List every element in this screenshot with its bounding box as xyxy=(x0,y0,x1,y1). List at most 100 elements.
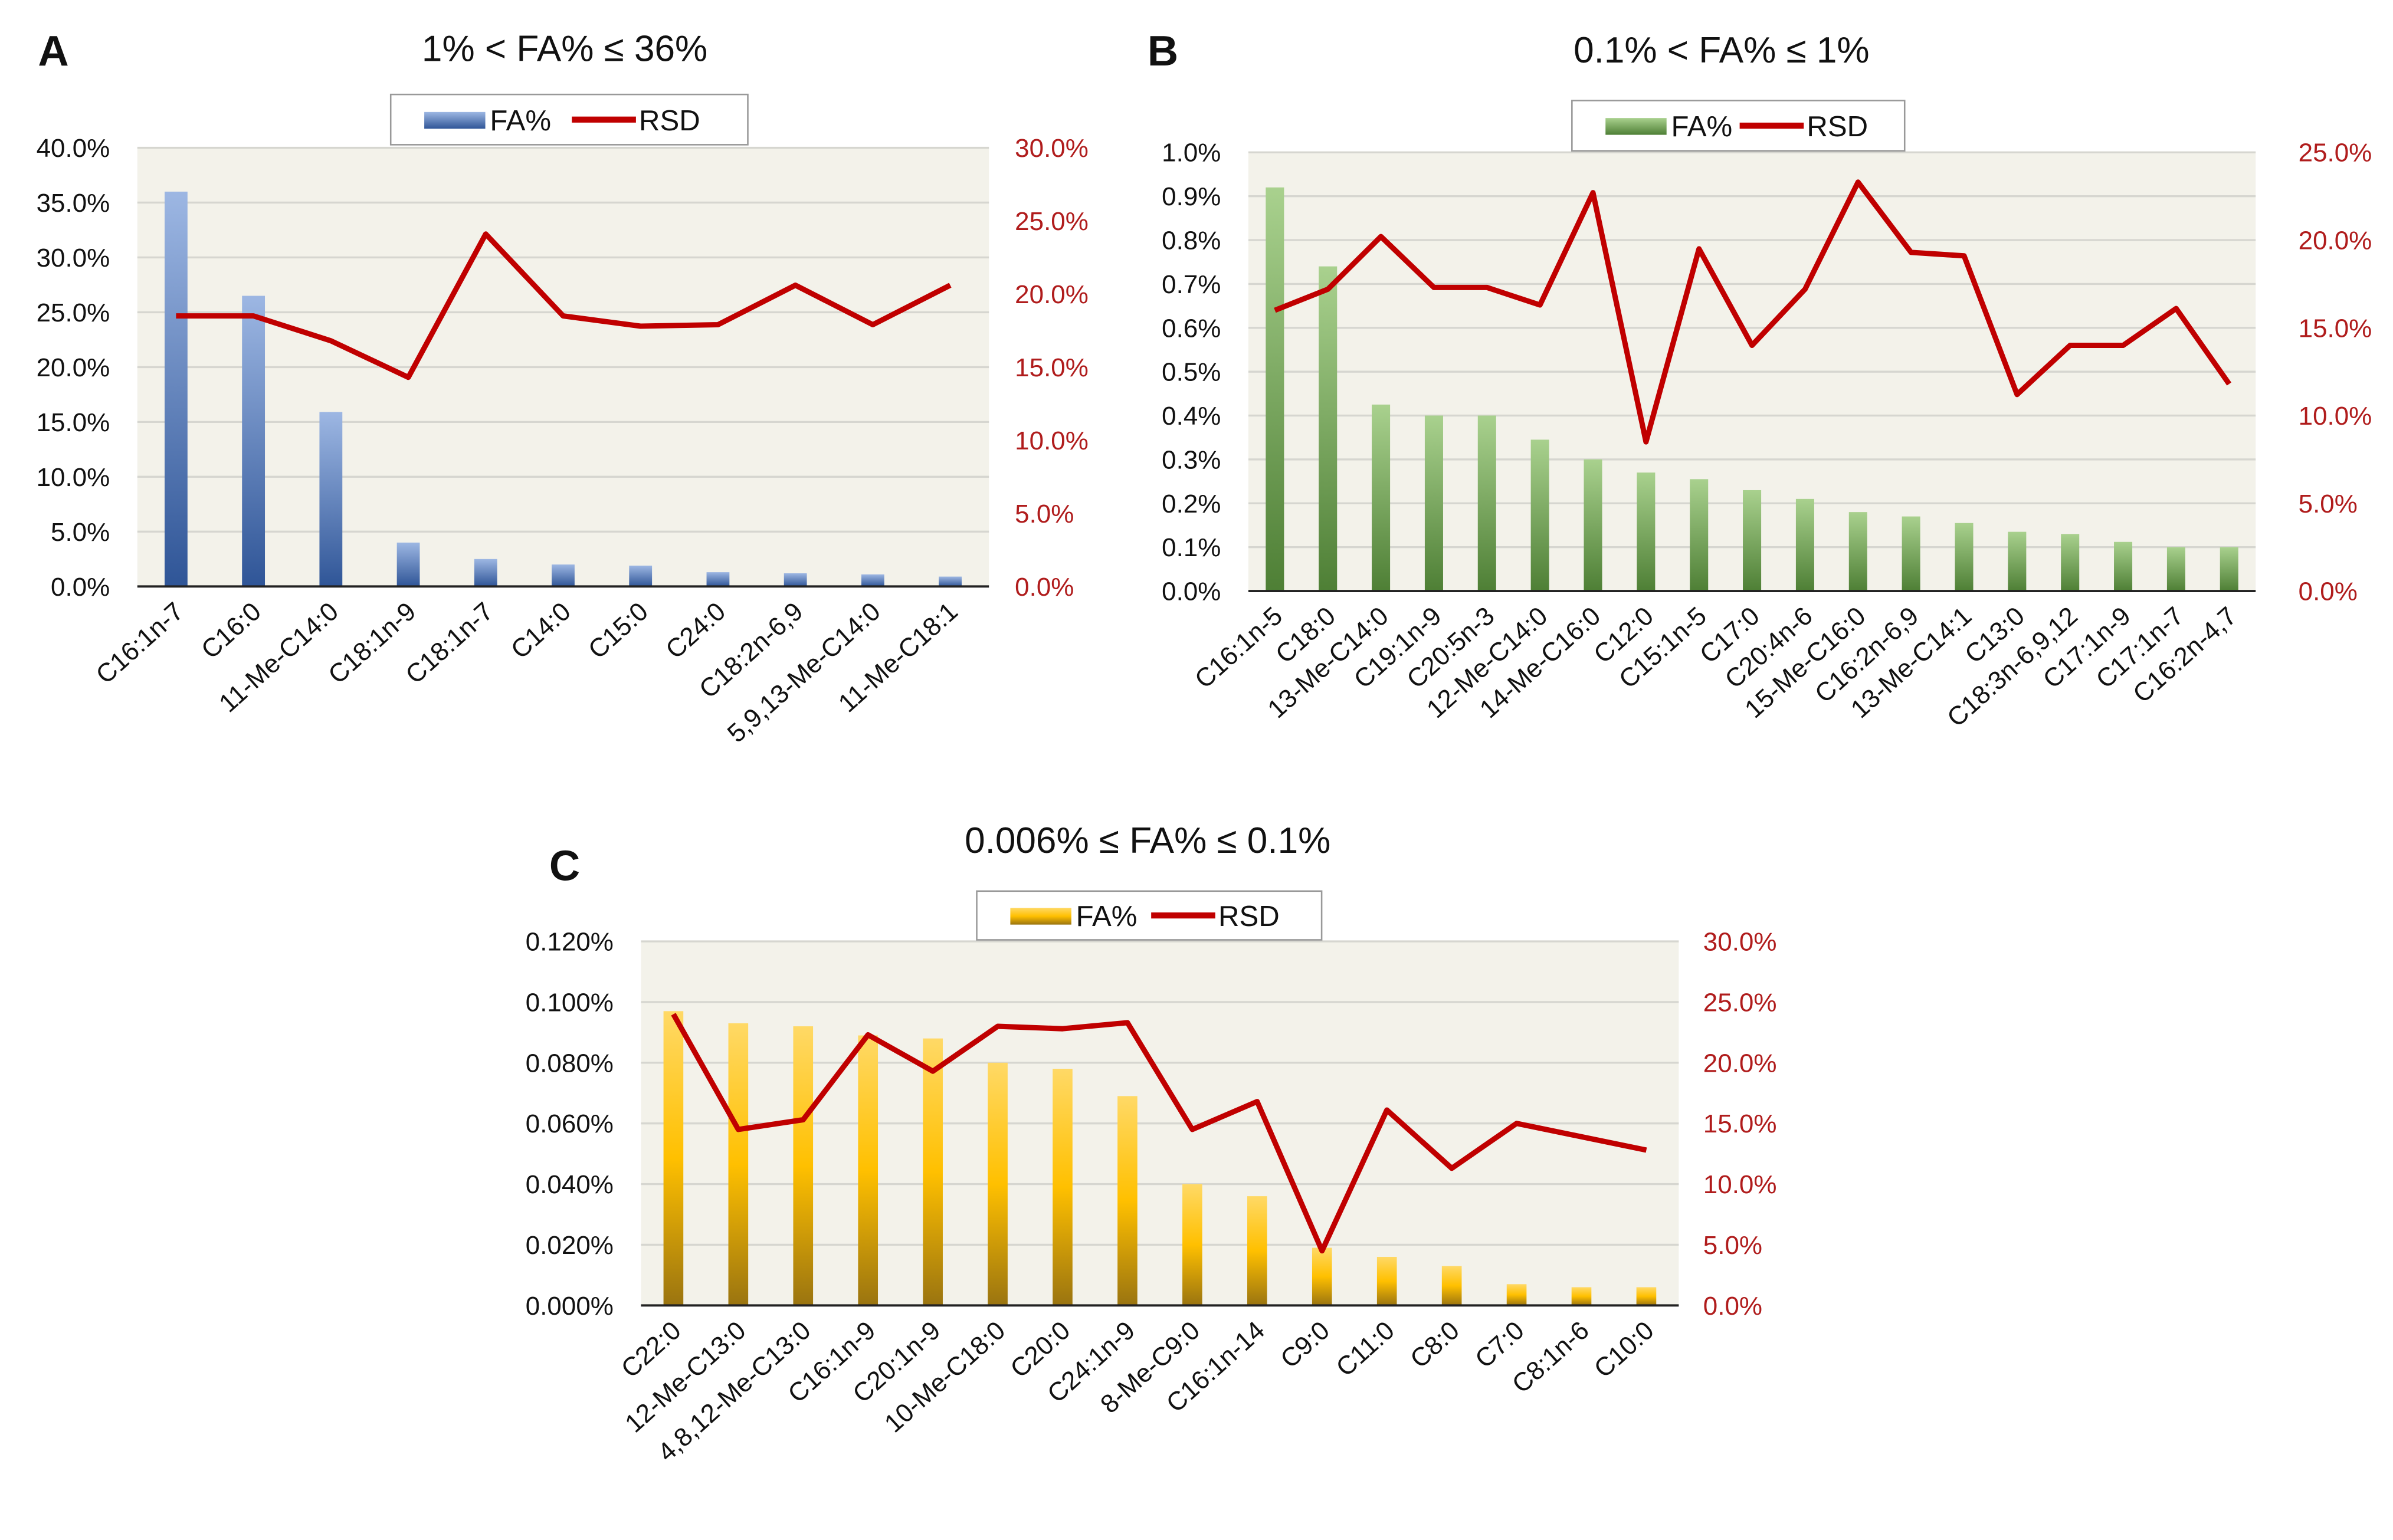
rsd-point xyxy=(717,324,719,325)
y2-tick-label: 20.0% xyxy=(2299,226,2372,255)
rsd-point xyxy=(1451,1168,1452,1169)
bar-fa xyxy=(1795,498,1814,592)
x-tick-label: C14:0 xyxy=(506,597,576,665)
y-tick-label: 5.0% xyxy=(51,518,110,547)
panel-letter: C xyxy=(549,842,580,890)
bar-fa xyxy=(2166,547,2185,592)
x-tick-label: C10:0 xyxy=(1589,1316,1660,1384)
y-tick-label: 0.040% xyxy=(526,1170,614,1199)
y2-tick-label: 15.0% xyxy=(1015,353,1089,382)
chart-panel-c: C 0.006% ≤ FA% ≤ 0.1% 0.000% 0.020% 0.040% 0.… xyxy=(526,820,1777,1467)
bar-fa xyxy=(923,1038,943,1306)
y2-tick-label: 10.0% xyxy=(1703,1170,1777,1199)
x-tick-label: C15:0 xyxy=(583,597,654,665)
bar-fa xyxy=(2220,547,2238,592)
x-tick-label: C16:0 xyxy=(196,597,267,665)
rsd-point xyxy=(1327,289,1328,290)
legend-swatch-fa xyxy=(1010,908,1071,925)
bar-fa xyxy=(1584,459,1602,592)
legend: FA% RSD xyxy=(389,93,749,146)
bar-fa xyxy=(1312,1247,1332,1306)
bar-fa xyxy=(861,574,884,587)
y2-tick-label: 30.0% xyxy=(1703,928,1777,957)
rsd-point xyxy=(1386,1109,1387,1111)
bar-fa xyxy=(2114,541,2133,592)
y-tick-label: 0.0% xyxy=(51,573,110,602)
y-tick-label: 1.0% xyxy=(1162,139,1221,168)
bar-fa xyxy=(728,1023,749,1306)
y2-tick-label: 5.0% xyxy=(1703,1231,1762,1260)
bar-fa xyxy=(706,572,730,587)
y2-tick-label: 25.0% xyxy=(2299,139,2372,168)
y-tick-label: 0.9% xyxy=(1162,182,1221,211)
y2-tick-label: 0.0% xyxy=(1703,1292,1762,1321)
rsd-point xyxy=(1516,1123,1517,1124)
y2-tick-label: 20.0% xyxy=(1015,280,1089,309)
x-tick-label: C11:0 xyxy=(1330,1316,1400,1383)
bar-fa xyxy=(1637,472,1656,592)
bar-fa xyxy=(1848,512,1867,592)
rsd-point xyxy=(2229,383,2230,385)
rsd-point xyxy=(738,1129,739,1130)
bar-fa xyxy=(793,1026,814,1306)
y-tick-label: 0.060% xyxy=(526,1109,614,1138)
rsd-point xyxy=(1274,310,1276,311)
rsd-point xyxy=(1910,252,1912,253)
bar-fa xyxy=(552,564,575,587)
chart-title: 0.1% < FA% ≤ 1% xyxy=(1574,30,1870,71)
bar-fa xyxy=(319,412,343,587)
bar-fa xyxy=(988,1062,1008,1306)
y-tick-label: 20.0% xyxy=(37,353,110,382)
bar-fa xyxy=(2061,534,2080,592)
bar-fa xyxy=(1266,187,1284,592)
legend-label-fa: FA% xyxy=(1671,111,1732,143)
y2-tick-label: 5.0% xyxy=(2299,490,2358,518)
x-tick-label: C16:1n-7 xyxy=(90,597,189,689)
chart-title: 1% < FA% ≤ 36% xyxy=(422,28,707,69)
rsd-point xyxy=(803,1119,804,1120)
bar-fa xyxy=(1477,415,1496,592)
y2-tick-label: 25.0% xyxy=(1015,207,1089,236)
y-tick-label: 0.120% xyxy=(526,928,614,957)
bar-fa xyxy=(1530,439,1549,592)
y-tick-label: 0.8% xyxy=(1162,226,1221,255)
x-tick-label: C24:0 xyxy=(660,597,731,665)
y-tick-label: 0.000% xyxy=(526,1292,614,1321)
y-tick-label: 0.5% xyxy=(1162,358,1221,387)
bar-fa xyxy=(1319,266,1338,592)
y-tick-label: 0.7% xyxy=(1162,270,1221,299)
bar-fa xyxy=(1690,479,1709,592)
panel-letter: A xyxy=(38,27,68,75)
rsd-point xyxy=(1257,1101,1258,1102)
y-tick-label: 0.4% xyxy=(1162,402,1221,431)
y2-tick-label: 5.0% xyxy=(1015,500,1074,528)
bar-fa xyxy=(784,573,807,587)
y2-tick-label: 10.0% xyxy=(1015,426,1089,455)
panel-letter: B xyxy=(1148,27,1178,75)
bar-fa xyxy=(858,1035,878,1306)
rsd-point xyxy=(1646,1150,1647,1151)
legend-label-rsd: RSD xyxy=(1218,901,1280,932)
bar-fa xyxy=(1571,1287,1592,1306)
bar-fa xyxy=(396,542,420,587)
bar-fa xyxy=(1247,1196,1267,1306)
rsd-point xyxy=(1963,255,1965,257)
legend-label-rsd: RSD xyxy=(639,105,700,137)
y-tick-label: 0.1% xyxy=(1162,533,1221,562)
bar-fa xyxy=(1117,1096,1138,1306)
y2-tick-label: 20.0% xyxy=(1703,1049,1777,1078)
bar-fa xyxy=(1636,1287,1657,1306)
chart-panel-b: B 0.1% < FA% ≤ 1% 0.0% 0.1% 0.2% 0.3% 0.4% 0.5%… xyxy=(1148,27,2372,733)
y2-tick-label: 0.0% xyxy=(1015,573,1074,602)
rsd-point xyxy=(1592,192,1594,193)
y-tick-label: 0.6% xyxy=(1162,314,1221,343)
bar-fa xyxy=(1743,490,1762,592)
y-tick-label: 35.0% xyxy=(37,189,110,218)
y2-tick-label: 30.0% xyxy=(1015,134,1089,163)
legend-label-rsd: RSD xyxy=(1807,111,1868,143)
x-tick-label: C8:0 xyxy=(1405,1316,1465,1374)
bar-fa xyxy=(2008,531,2027,592)
rsd-point xyxy=(330,340,332,342)
bar-fa xyxy=(663,1011,684,1306)
rsd-point xyxy=(408,377,409,378)
